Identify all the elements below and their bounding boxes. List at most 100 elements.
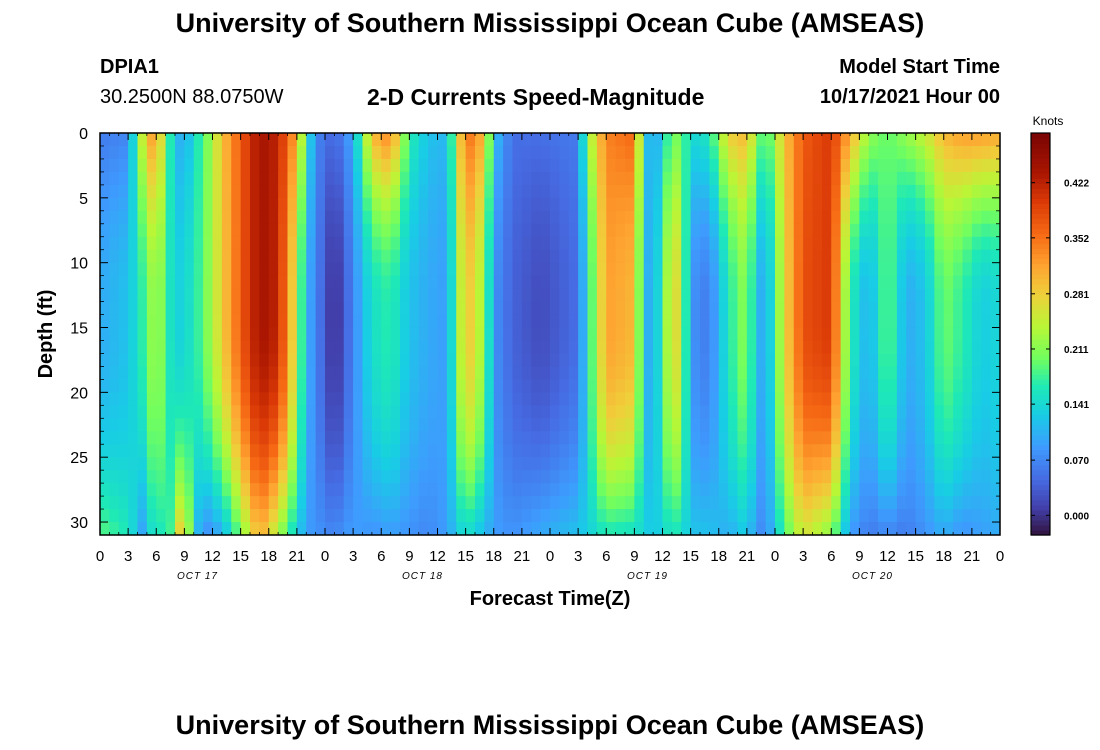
heatmap-cell: [681, 249, 692, 264]
heatmap-cell: [175, 210, 185, 225]
heatmap-cell: [765, 379, 776, 393]
heatmap-cell: [568, 223, 579, 238]
heatmap-cell: [390, 275, 401, 290]
heatmap-cell: [137, 145, 148, 160]
heatmap-cell: [456, 171, 467, 186]
heatmap-cell: [268, 366, 279, 380]
heatmap-cell: [578, 236, 589, 251]
heatmap-cell: [240, 210, 251, 225]
heatmap-cell: [156, 483, 167, 497]
heatmap-cell: [606, 158, 617, 173]
heatmap-cell: [953, 145, 964, 160]
heatmap-cell: [315, 496, 326, 510]
heatmap-cell: [587, 483, 598, 497]
heatmap-cell: [878, 340, 889, 355]
heatmap-cell: [775, 262, 785, 277]
heatmap-cell: [709, 418, 720, 432]
colorbar-segment: [1031, 143, 1050, 149]
heatmap-cell: [446, 262, 457, 277]
heatmap-cell: [887, 171, 898, 186]
heatmap-cell: [568, 158, 579, 173]
heatmap-cell: [503, 353, 514, 368]
heatmap-cell: [203, 457, 214, 471]
heatmap-cell: [343, 379, 354, 393]
heatmap-cell: [193, 301, 204, 316]
heatmap-cell: [540, 314, 551, 329]
heatmap-cell: [662, 405, 673, 419]
heatmap-cell: [484, 145, 495, 160]
heatmap-cell: [484, 249, 495, 264]
heatmap-cell: [568, 314, 579, 329]
heatmap-cell: [250, 171, 260, 186]
heatmap-cell: [540, 483, 551, 497]
heatmap-cell: [625, 353, 635, 368]
heatmap-cell: [821, 327, 832, 342]
heatmap-cell: [521, 133, 532, 147]
heatmap-cell: [653, 288, 664, 303]
heatmap-cell: [521, 158, 532, 173]
heatmap-cell: [559, 210, 570, 225]
heatmap-cell: [100, 301, 110, 316]
heatmap-cell: [184, 509, 195, 523]
heatmap-cell: [540, 509, 551, 523]
heatmap-cell: [756, 301, 767, 316]
heatmap-cell: [990, 509, 1000, 523]
heatmap-cell: [531, 509, 542, 523]
heatmap-cell: [784, 171, 795, 186]
heatmap-cell: [456, 184, 467, 199]
heatmap-cell: [465, 379, 476, 393]
heatmap-cell: [784, 210, 795, 225]
heatmap-cell: [428, 184, 439, 199]
heatmap-cell: [775, 133, 785, 147]
heatmap-cell: [428, 379, 439, 393]
heatmap-cell: [146, 353, 157, 368]
heatmap-cell: [718, 522, 729, 535]
heatmap-cell: [156, 210, 167, 225]
heatmap-cell: [184, 236, 195, 251]
heatmap-cell: [700, 483, 710, 497]
heatmap-cell: [578, 184, 589, 199]
heatmap-cell: [165, 184, 176, 199]
heatmap-cell: [240, 262, 251, 277]
heatmap-cell: [671, 457, 682, 471]
heatmap-cell: [878, 171, 889, 186]
heatmap-cell: [409, 133, 420, 147]
heatmap-cell: [165, 314, 176, 329]
heatmap-cell: [475, 353, 485, 368]
heatmap-cell: [381, 457, 392, 471]
heatmap-cell: [240, 327, 251, 342]
heatmap-cell: [109, 262, 120, 277]
heatmap-cell: [690, 275, 701, 290]
heatmap-cell: [896, 262, 907, 277]
heatmap-cell: [381, 223, 392, 238]
heatmap-cell: [971, 158, 982, 173]
heatmap-cell: [709, 353, 720, 368]
heatmap-cell: [550, 340, 560, 355]
heatmap-cell: [906, 379, 917, 393]
heatmap-cell: [418, 288, 429, 303]
heatmap-cell: [250, 405, 260, 419]
heatmap-cell: [484, 340, 495, 355]
heatmap-cell: [409, 171, 420, 186]
heatmap-cell: [371, 158, 382, 173]
heatmap-cell: [896, 405, 907, 419]
heatmap-cell: [671, 288, 682, 303]
heatmap-cell: [700, 327, 710, 342]
heatmap-cell: [128, 353, 139, 368]
heatmap-cell: [653, 327, 664, 342]
heatmap-cell: [521, 509, 532, 523]
heatmap-cell: [503, 184, 514, 199]
heatmap-cell: [896, 145, 907, 160]
heatmap-cell: [709, 262, 720, 277]
heatmap-cell: [296, 444, 307, 458]
heatmap-cell: [803, 210, 814, 225]
y-tick-label: 15: [70, 321, 88, 338]
heatmap-cell: [512, 301, 523, 316]
heatmap-cell: [503, 236, 514, 251]
heatmap-cell: [821, 483, 832, 497]
heatmap-cell: [625, 509, 635, 523]
heatmap-cell: [887, 210, 898, 225]
heatmap-cell: [756, 522, 767, 535]
heatmap-cell: [962, 366, 973, 380]
heatmap-cell: [493, 444, 504, 458]
